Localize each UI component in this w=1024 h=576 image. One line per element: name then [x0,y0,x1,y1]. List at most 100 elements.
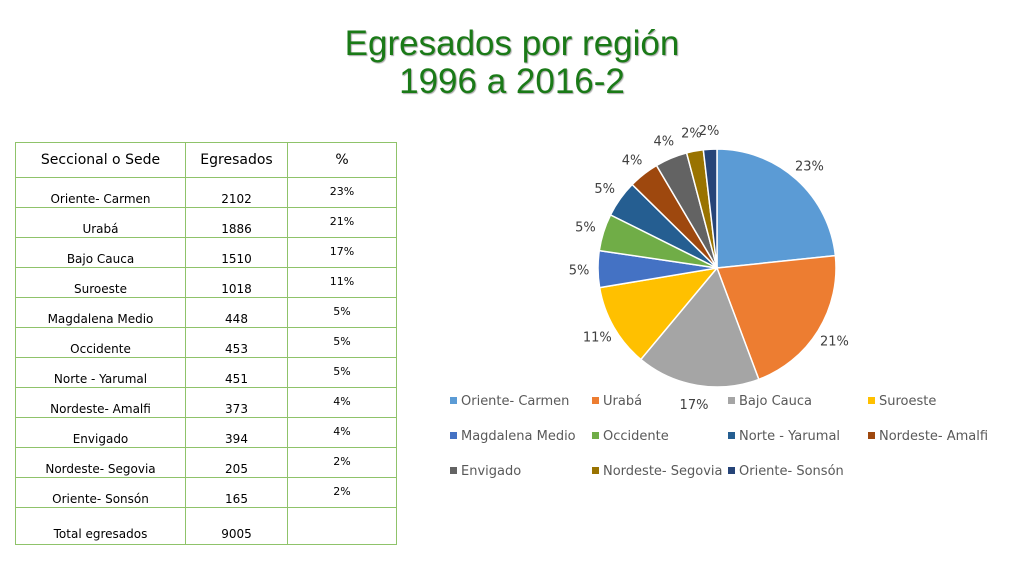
legend-label: Urabá [603,394,642,409]
cell-percent: 17% [287,237,397,268]
table-row: Bajo Cauca 1510 17% [15,237,397,268]
pie-slice-oriente-carmen [716,148,837,269]
data-label: 2% [681,126,702,141]
cell-egresados: 165 [185,477,288,508]
legend-item-envigado: Envigado [450,464,521,479]
cell-sede: Oriente- Carmen [15,177,186,208]
cell-egresados: 2102 [185,177,288,208]
legend-label: Magdalena Medio [461,429,576,444]
table-total-row: Total egresados 9005 [15,507,397,545]
slide-subtitle: 1996 a 2016-2 [399,62,625,101]
table-row: Norte - Yarumal 451 5% [15,357,397,388]
legend-label: Nordeste- Amalfi [879,429,988,444]
legend-label: Suroeste [879,394,936,409]
cell-egresados: 205 [185,447,288,478]
legend-item-magdalena-medio: Magdalena Medio [450,429,576,444]
legend-swatch [592,432,599,439]
cell-percent: 21% [287,207,397,238]
cell-egresados: 453 [185,327,288,358]
cell-sede: Occidente [15,327,186,358]
pie-slice-bajo-cauca [639,266,760,388]
cell-percent: 4% [287,417,397,448]
table-row: Suroeste 1018 11% [15,267,397,298]
legend-item-suroeste: Suroeste [868,394,936,409]
legend-label: Oriente- Sonsón [739,464,844,479]
legend-label: Occidente [603,429,669,444]
legend-swatch [728,467,735,474]
total-egresados: 9005 [185,507,288,545]
table-row: Envigado 394 4% [15,417,397,448]
data-label: 17% [680,398,709,413]
cell-egresados: 1886 [185,207,288,238]
table-row: Magdalena Medio 448 5% [15,297,397,328]
data-label: 23% [795,160,824,175]
cell-sede: Oriente- Sonsón [15,477,186,508]
table-row: Nordeste- Segovia 205 2% [15,447,397,478]
legend-swatch [450,397,457,404]
header-percent: % [287,142,397,178]
cell-percent: 2% [287,447,397,478]
table-row: Oriente- Carmen 2102 23% [15,177,397,208]
cell-percent: 5% [287,297,397,328]
slide-title: Egresados por región [344,24,680,63]
data-label: 11% [583,331,612,346]
legend-swatch [450,467,457,474]
pie-slice-suroeste [598,266,719,361]
table-row: Nordeste- Amalfi 373 4% [15,387,397,418]
legend-swatch [592,467,599,474]
cell-sede: Magdalena Medio [15,297,186,328]
legend-label: Bajo Cauca [739,394,812,409]
legend-swatch [728,397,735,404]
cell-sede: Nordeste- Amalfi [15,387,186,418]
legend-label: Norte - Yarumal [739,429,840,444]
cell-percent: 5% [287,357,397,388]
table-row: Oriente- Sonsón 165 2% [15,477,397,508]
cell-percent: 4% [287,387,397,418]
legend-item-occidente: Occidente [592,429,669,444]
legend-item-uraba: Urabá [592,394,642,409]
data-label: 5% [575,221,596,236]
cell-egresados: 448 [185,297,288,328]
legend-label: Nordeste- Segovia [603,464,722,479]
total-percent [287,507,397,545]
table-header-row: Seccional o Sede Egresados % [15,142,397,178]
data-label: 21% [820,335,849,350]
cell-percent: 11% [287,267,397,298]
header-egresados: Egresados [185,142,288,178]
legend-swatch [728,432,735,439]
cell-sede: Suroeste [15,267,186,298]
cell-sede: Norte - Yarumal [15,357,186,388]
data-label: 4% [622,153,643,168]
cell-percent: 23% [287,177,397,208]
graduates-table: Seccional o Sede Egresados % Oriente- Ca… [15,142,397,545]
cell-percent: 2% [287,477,397,508]
legend-item-nordeste-segovia: Nordeste- Segovia [592,464,722,479]
data-label: 5% [569,263,590,278]
legend-item-nordeste-amalfi: Nordeste- Amalfi [868,429,988,444]
legend-swatch [450,432,457,439]
legend-swatch [868,397,875,404]
cell-sede: Envigado [15,417,186,448]
cell-egresados: 451 [185,357,288,388]
data-label: 5% [594,182,615,197]
total-label: Total egresados [15,507,186,545]
pie-slice-oriente-sonson [702,148,718,269]
cell-egresados: 373 [185,387,288,418]
cell-egresados: 1510 [185,237,288,268]
pie-chart: 23% 21% 17% 11% 5% 5% 5% 4% 4% 2%2% Oriente- Carme… [450,124,988,479]
legend-item-bajo-cauca: Bajo Cauca [728,394,812,409]
pie-slice-uraba [715,254,837,381]
data-label: 2% [699,124,720,139]
cell-egresados: 1018 [185,267,288,298]
cell-sede: Bajo Cauca [15,237,186,268]
cell-sede: Nordeste- Segovia [15,447,186,478]
legend-swatch [592,397,599,404]
cell-percent: 5% [287,327,397,358]
data-label: 4% [653,135,674,150]
table-row: Urabá 1886 21% [15,207,397,238]
cell-egresados: 394 [185,417,288,448]
cell-sede: Urabá [15,207,186,238]
legend-label: Oriente- Carmen [461,394,569,409]
legend-swatch [868,432,875,439]
header-seccional: Seccional o Sede [15,142,186,178]
